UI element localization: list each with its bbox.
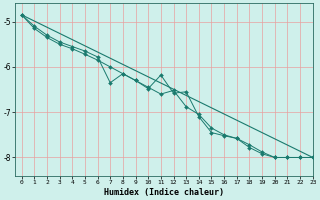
X-axis label: Humidex (Indice chaleur): Humidex (Indice chaleur) [104,188,224,197]
